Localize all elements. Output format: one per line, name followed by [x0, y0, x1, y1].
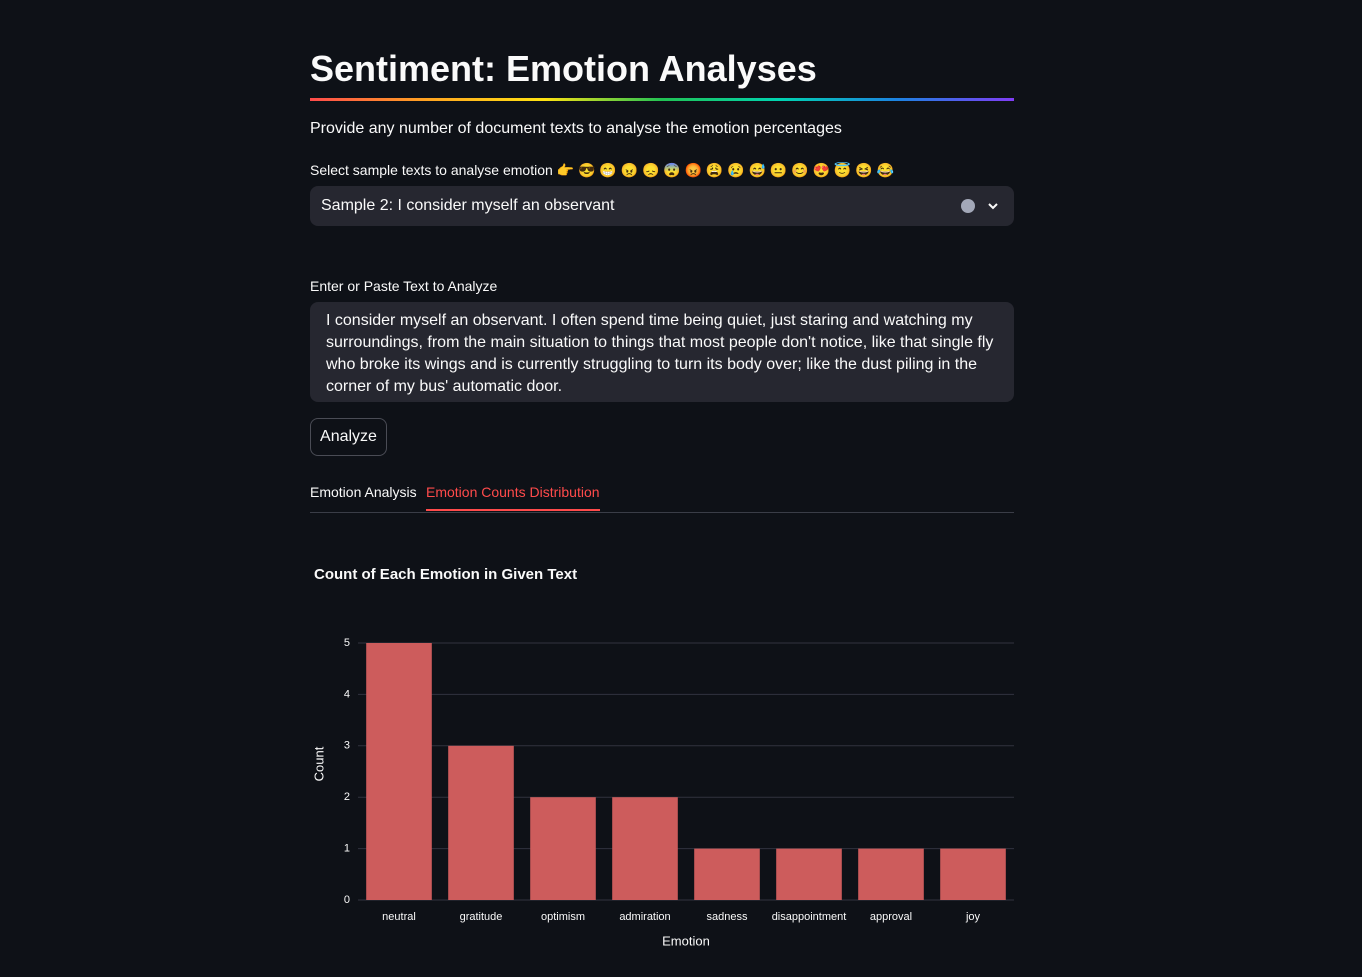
bar: [694, 848, 760, 900]
bar: [448, 745, 514, 900]
y-tick-label: 3: [344, 740, 350, 752]
x-tick-label: admiration: [619, 911, 670, 923]
tab-active[interactable]: Emotion Counts Distribution: [426, 484, 600, 511]
y-tick-label: 2: [344, 791, 350, 803]
bar: [612, 797, 678, 900]
x-axis-label: Emotion: [662, 933, 710, 948]
textarea-label: Enter or Paste Text to Analyze: [310, 278, 498, 294]
bar: [776, 848, 842, 900]
select-value: Sample 2: I consider myself an observant: [321, 197, 615, 214]
y-tick-label: 5: [344, 637, 350, 649]
clear-icon[interactable]: [961, 199, 975, 213]
textarea[interactable]: I consider myself an observant. I often …: [310, 302, 1014, 402]
x-tick-label: gratitude: [460, 911, 503, 923]
y-tick-label: 1: [344, 843, 350, 855]
y-tick-label: 0: [344, 894, 350, 906]
x-tick-label: joy: [965, 911, 981, 923]
select-box[interactable]: Sample 2: I consider myself an observant: [310, 186, 1014, 226]
title-divider: [310, 98, 1014, 101]
bar: [530, 797, 596, 900]
x-tick-label: sadness: [707, 911, 748, 923]
x-tick-label: approval: [870, 911, 912, 923]
select-label: Select sample texts to analyse emotion 👉…: [310, 162, 894, 178]
bar: [366, 643, 432, 900]
dropdown-icon[interactable]: [987, 200, 999, 212]
analyze-button[interactable]: Analyze: [310, 418, 387, 456]
x-tick-label: disappointment: [772, 911, 847, 923]
tab-rule: [310, 512, 1014, 513]
bar: [940, 848, 1006, 900]
tab[interactable]: Emotion Analysis: [310, 484, 417, 500]
subtitle: Provide any number of document texts to …: [310, 120, 842, 137]
y-tick-label: 4: [344, 688, 350, 700]
chart-title: Count of Each Emotion in Given Text: [314, 566, 577, 583]
y-axis-label: Count: [311, 746, 326, 781]
page-title: Sentiment: Emotion Analyses: [310, 48, 817, 89]
bar: [858, 848, 924, 900]
x-tick-label: neutral: [382, 911, 416, 923]
x-tick-label: optimism: [541, 911, 585, 923]
